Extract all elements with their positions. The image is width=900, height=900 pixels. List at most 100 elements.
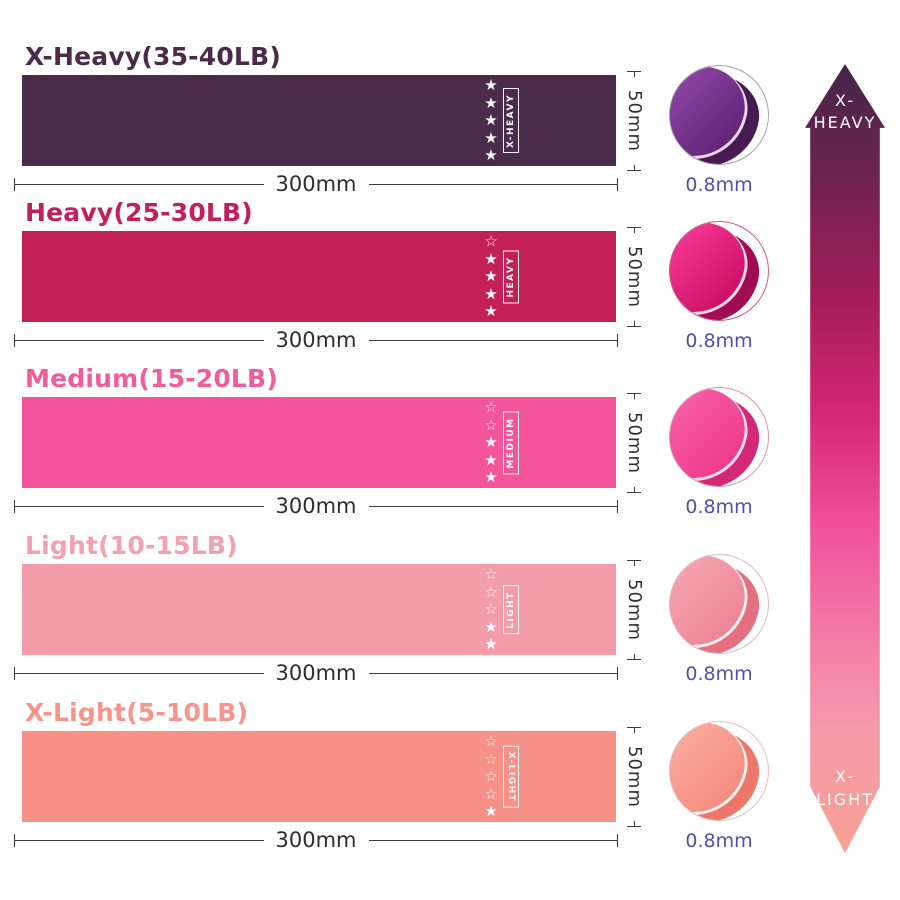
dimension-tick	[627, 165, 641, 172]
thickness-label: 0.8mm	[685, 174, 753, 196]
dimension-tick	[617, 499, 618, 513]
height-dimension-label: 50mm	[624, 90, 645, 152]
band-row-x-heavy: X-Heavy(35-40LB) ★ ★ ★ ★ ★ X-HEAVY 50mm 300m…	[0, 42, 900, 208]
width-dimension-label: 300mm	[275, 827, 357, 852]
scale-bottom-label: X- LIGHT	[816, 767, 874, 809]
height-dimension-label: 50mm	[624, 412, 645, 474]
height-dimension-label: 50mm	[624, 746, 645, 808]
dimension-tick	[627, 560, 641, 566]
dimension-tick	[14, 666, 15, 680]
star-outline-icon: ☆	[484, 232, 498, 250]
dimension-tick	[14, 333, 15, 347]
width-dimension: 300mm	[14, 493, 618, 518]
band-fold-photo	[669, 721, 769, 821]
band-row-light: Light(10-15LB) ☆ ☆ ☆ ★ ★ LIGHT 50mm 300mm 0.…	[0, 531, 900, 697]
band-tag-box: MEDIUM	[503, 410, 519, 475]
band-title: Medium(15-20LB)	[25, 364, 278, 393]
band-swatch: ☆ ☆ ☆ ☆ ★ X-LIGHT	[22, 731, 616, 822]
star-outline-icon: ☆	[484, 749, 498, 768]
band-title: X-Heavy(35-40LB)	[25, 42, 281, 71]
band-title: X-Light(5-10LB)	[25, 698, 249, 727]
star-filled-icon: ★	[484, 302, 498, 320]
thickness-label: 0.8mm	[685, 496, 753, 518]
dimension-tick	[627, 821, 641, 828]
height-dimension: 50mm	[620, 393, 648, 494]
band-tag-box: X-LIGHT	[503, 745, 519, 808]
height-dimension: 50mm	[620, 71, 648, 172]
star-filled-icon: ★	[484, 93, 498, 112]
band-row-medium: Medium(15-20LB) ☆ ☆ ★ ★ ★ MEDIUM 50mm 300mm …	[0, 364, 900, 530]
dimension-tick	[617, 177, 618, 191]
dimension-tick	[617, 333, 618, 347]
dimension-tick	[617, 833, 618, 847]
star-outline-icon: ☆	[484, 732, 498, 750]
star-filled-icon: ★	[484, 111, 498, 129]
band-swatch: ★ ★ ★ ★ ★ X-HEAVY	[22, 75, 616, 166]
star-outline-icon: ☆	[484, 784, 498, 803]
band-title: Light(10-15LB)	[25, 531, 238, 560]
height-dimension-label: 50mm	[624, 579, 645, 641]
width-dimension: 300mm	[14, 827, 618, 852]
star-filled-icon: ★	[484, 76, 498, 94]
band-swatch: ☆ ☆ ★ ★ ★ MEDIUM	[22, 397, 616, 488]
star-filled-icon: ★	[484, 468, 498, 486]
band-tag-label: X-LIGHT	[506, 751, 516, 802]
band-row-heavy: Heavy(25-30LB) ☆ ★ ★ ★ ★ HEAVY 50mm 300mm 0.…	[0, 198, 900, 364]
dimension-tick	[617, 666, 618, 680]
star-filled-icon: ★	[484, 146, 498, 164]
star-filled-icon: ★	[484, 802, 498, 820]
star-outline-icon: ☆	[484, 415, 498, 434]
band-row-x-light: X-Light(5-10LB) ☆ ☆ ☆ ☆ ★ X-LIGHT 50mm 300mm…	[0, 698, 900, 864]
width-dimension-label: 300mm	[275, 660, 357, 685]
star-filled-icon: ★	[484, 249, 498, 268]
band-tag-box: LIGHT	[503, 584, 519, 635]
star-filled-icon: ★	[484, 128, 498, 147]
width-dimension: 300mm	[14, 660, 618, 685]
dimension-tick	[627, 393, 641, 399]
thickness-label: 0.8mm	[685, 663, 753, 685]
star-rating: ☆ ☆ ☆ ☆ ★	[480, 734, 502, 819]
width-dimension: 300mm	[14, 173, 618, 194]
dimension-tick	[627, 71, 641, 77]
star-filled-icon: ★	[484, 635, 498, 653]
dimension-tick	[14, 499, 15, 513]
dimension-tick	[14, 833, 15, 847]
dimension-tick	[627, 321, 641, 328]
strength-scale-arrow: X- HEAVY X- LIGHT	[805, 64, 885, 853]
dimension-tick	[627, 227, 641, 233]
band-fold-photo	[669, 387, 769, 487]
band-tag-label: MEDIUM	[506, 416, 516, 469]
star-outline-icon: ☆	[484, 398, 498, 416]
star-outline-icon: ☆	[484, 600, 498, 618]
band-fold-photo	[669, 221, 769, 321]
band-swatch: ☆ ★ ★ ★ ★ HEAVY	[22, 231, 616, 322]
star-rating: ☆ ☆ ★ ★ ★	[480, 400, 502, 485]
band-tag-label: HEAVY	[506, 255, 516, 298]
dimension-tick	[627, 487, 641, 494]
height-dimension-label: 50mm	[624, 246, 645, 308]
height-dimension: 50mm	[620, 560, 648, 661]
band-tag-box: HEAVY	[503, 249, 519, 304]
star-filled-icon: ★	[484, 267, 498, 285]
star-rating: ☆ ★ ★ ★ ★	[480, 234, 502, 319]
thickness-label: 0.8mm	[685, 830, 753, 852]
scale-top-label: X- HEAVY	[813, 91, 877, 133]
height-dimension: 50mm	[620, 727, 648, 828]
star-filled-icon: ★	[484, 433, 498, 451]
band-swatch: ☆ ☆ ☆ ★ ★ LIGHT	[22, 564, 616, 655]
dimension-tick	[627, 654, 641, 661]
star-filled-icon: ★	[484, 617, 498, 636]
star-filled-icon: ★	[484, 284, 498, 303]
band-tag-box: X-HEAVY	[503, 87, 519, 154]
band-fold-photo	[669, 65, 769, 165]
star-outline-icon: ☆	[484, 565, 498, 583]
star-outline-icon: ☆	[484, 582, 498, 601]
width-dimension: 300mm	[14, 329, 618, 350]
band-title: Heavy(25-30LB)	[25, 198, 253, 227]
star-outline-icon: ☆	[484, 767, 498, 785]
thickness-label: 0.8mm	[685, 330, 753, 352]
star-filled-icon: ★	[484, 450, 498, 469]
width-dimension-label: 300mm	[275, 493, 357, 518]
star-rating: ☆ ☆ ☆ ★ ★	[480, 567, 502, 652]
